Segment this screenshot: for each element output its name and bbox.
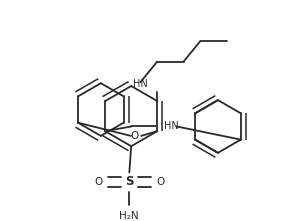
Text: O: O <box>94 177 102 187</box>
Text: HN: HN <box>133 79 148 89</box>
Text: HN: HN <box>164 122 179 131</box>
Text: H₂N: H₂N <box>119 211 139 221</box>
Text: S: S <box>125 175 134 189</box>
Text: O: O <box>156 177 164 187</box>
Text: O: O <box>130 131 139 141</box>
